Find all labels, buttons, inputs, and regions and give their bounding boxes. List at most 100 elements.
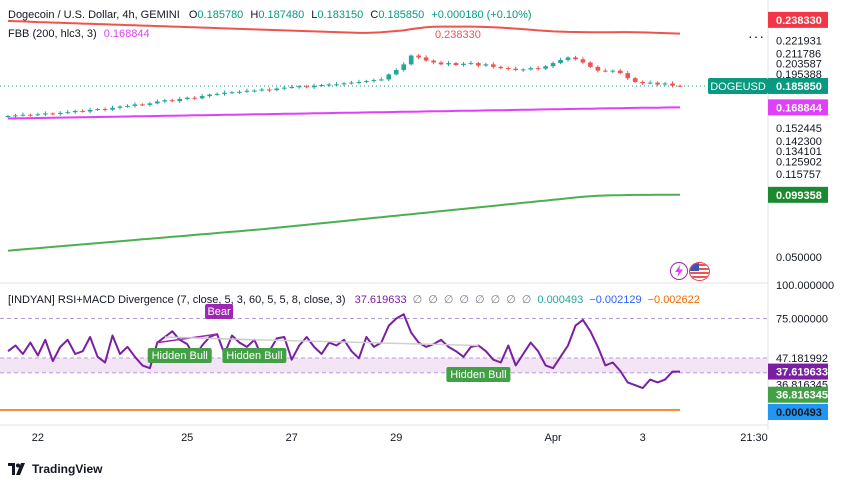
- candle-body[interactable]: [20, 114, 26, 116]
- fbb-legend[interactable]: FBB (200, hlc3, 3) 0.168844: [8, 28, 150, 40]
- candle-body[interactable]: [304, 86, 309, 88]
- candle-body[interactable]: [214, 93, 220, 95]
- candle-body[interactable]: [207, 94, 212, 97]
- candle-body[interactable]: [125, 105, 130, 107]
- candle-body[interactable]: [565, 57, 571, 60]
- candle-body[interactable]: [491, 64, 496, 67]
- us-flag-icon[interactable]: [689, 262, 710, 281]
- candle-body[interactable]: [57, 112, 63, 114]
- candle-body[interactable]: [364, 80, 369, 82]
- candle-body[interactable]: [80, 110, 85, 112]
- candle-body[interactable]: [102, 109, 108, 111]
- candle-body[interactable]: [416, 55, 421, 58]
- fbb-label[interactable]: FBB (200, hlc3, 3): [8, 28, 97, 40]
- candle-body[interactable]: [281, 87, 287, 89]
- candle-body[interactable]: [386, 74, 392, 80]
- candle-body[interactable]: [483, 64, 489, 66]
- indicator-axis-tag[interactable]: [768, 363, 828, 380]
- candle-body[interactable]: [513, 68, 519, 71]
- candle-body[interactable]: [199, 96, 205, 99]
- candle-body[interactable]: [535, 68, 541, 70]
- hidden-bull-signal-tag[interactable]: [222, 348, 287, 363]
- candle-body[interactable]: [655, 82, 660, 85]
- candle-body[interactable]: [35, 114, 41, 116]
- price-axis-tag[interactable]: [768, 77, 828, 94]
- candle-body[interactable]: [259, 89, 265, 91]
- ellipsis-icon[interactable]: ···: [748, 28, 765, 44]
- candle-body[interactable]: [498, 66, 504, 69]
- candle-body[interactable]: [267, 89, 272, 91]
- symbol-price-tag[interactable]: [708, 78, 768, 95]
- candle-body[interactable]: [341, 83, 347, 85]
- candle-body[interactable]: [640, 81, 645, 84]
- candle-body[interactable]: [438, 62, 444, 65]
- fbb-mid-band-line[interactable]: [7, 106, 680, 120]
- candle-body[interactable]: [662, 83, 668, 85]
- candle-body[interactable]: [5, 115, 11, 117]
- candle-body[interactable]: [588, 62, 593, 67]
- candle-body[interactable]: [289, 87, 295, 89]
- candle-body[interactable]: [13, 115, 18, 117]
- candle-body[interactable]: [625, 73, 631, 79]
- symbol-legend[interactable]: Dogecoin / U.S. Dollar, 4h, GEMINI O0.18…: [8, 9, 532, 21]
- candle-body[interactable]: [505, 68, 511, 70]
- candle-body[interactable]: [423, 57, 429, 61]
- candle-body[interactable]: [117, 106, 123, 108]
- candle-body[interactable]: [319, 85, 324, 87]
- candle-body[interactable]: [184, 97, 190, 99]
- fbb-lower-band-line[interactable]: [7, 193, 680, 252]
- candle-body[interactable]: [244, 90, 250, 92]
- candle-body[interactable]: [431, 60, 436, 63]
- candle-body[interactable]: [43, 113, 48, 115]
- symbol-title[interactable]: Dogecoin / U.S. Dollar, 4h, GEMINI: [8, 9, 180, 21]
- candle-body[interactable]: [595, 66, 601, 71]
- price-axis-tag[interactable]: [768, 99, 828, 116]
- candle-body[interactable]: [393, 70, 399, 75]
- hidden-bull-signal-tag[interactable]: [446, 367, 511, 382]
- candle-body[interactable]: [580, 59, 586, 63]
- candle-body[interactable]: [87, 109, 93, 112]
- candle-body[interactable]: [311, 85, 317, 88]
- indicator-axis-tag[interactable]: [768, 386, 828, 403]
- candle-body[interactable]: [558, 59, 563, 64]
- indicator-legend[interactable]: [INDYAN] RSI+MACD Divergence (7, close, …: [8, 293, 700, 306]
- candle-body[interactable]: [155, 101, 160, 104]
- candle-body[interactable]: [408, 55, 414, 65]
- brand-name[interactable]: TradingView: [32, 462, 103, 476]
- hidden-bull-signal-tag[interactable]: [147, 348, 212, 363]
- candle-body[interactable]: [326, 84, 332, 86]
- candle-body[interactable]: [677, 85, 683, 87]
- candle-body[interactable]: [140, 104, 145, 106]
- candle-body[interactable]: [110, 107, 115, 110]
- indicator-label[interactable]: [INDYAN] RSI+MACD Divergence (7, close, …: [8, 294, 346, 306]
- candle-body[interactable]: [65, 112, 71, 114]
- candle-body[interactable]: [147, 103, 153, 105]
- candle-body[interactable]: [132, 104, 138, 106]
- candle-body[interactable]: [461, 63, 466, 65]
- candle-body[interactable]: [237, 91, 242, 93]
- candle-body[interactable]: [647, 82, 653, 84]
- fbb-upper-band-line[interactable]: [7, 19, 681, 35]
- candle-body[interactable]: [162, 100, 168, 102]
- indicator-pane[interactable]: Bear Hidden Bull Hidden Bull Hidden Bull: [0, 304, 768, 411]
- rsi-line[interactable]: [7, 313, 680, 390]
- candle-body[interactable]: [476, 63, 481, 66]
- candle-body[interactable]: [274, 88, 280, 91]
- candle-body[interactable]: [610, 70, 616, 72]
- candle-body[interactable]: [356, 81, 362, 83]
- indicator-axis-tag[interactable]: [768, 404, 828, 420]
- tradingview-footer[interactable]: TradingView: [8, 459, 102, 479]
- candle-body[interactable]: [543, 66, 548, 69]
- candle-body[interactable]: [573, 57, 578, 60]
- candle-body[interactable]: [453, 63, 459, 65]
- price-pane[interactable]: 0.238330: [0, 19, 768, 252]
- candle-body[interactable]: [50, 113, 56, 115]
- candle-body[interactable]: [520, 69, 526, 71]
- candle-body[interactable]: [379, 79, 384, 81]
- candle-body[interactable]: [72, 110, 78, 113]
- candle-body[interactable]: [229, 92, 235, 94]
- lightning-icon[interactable]: [670, 262, 688, 280]
- candle-body[interactable]: [28, 114, 33, 116]
- candle-body[interactable]: [632, 78, 638, 82]
- candle-body[interactable]: [603, 70, 608, 72]
